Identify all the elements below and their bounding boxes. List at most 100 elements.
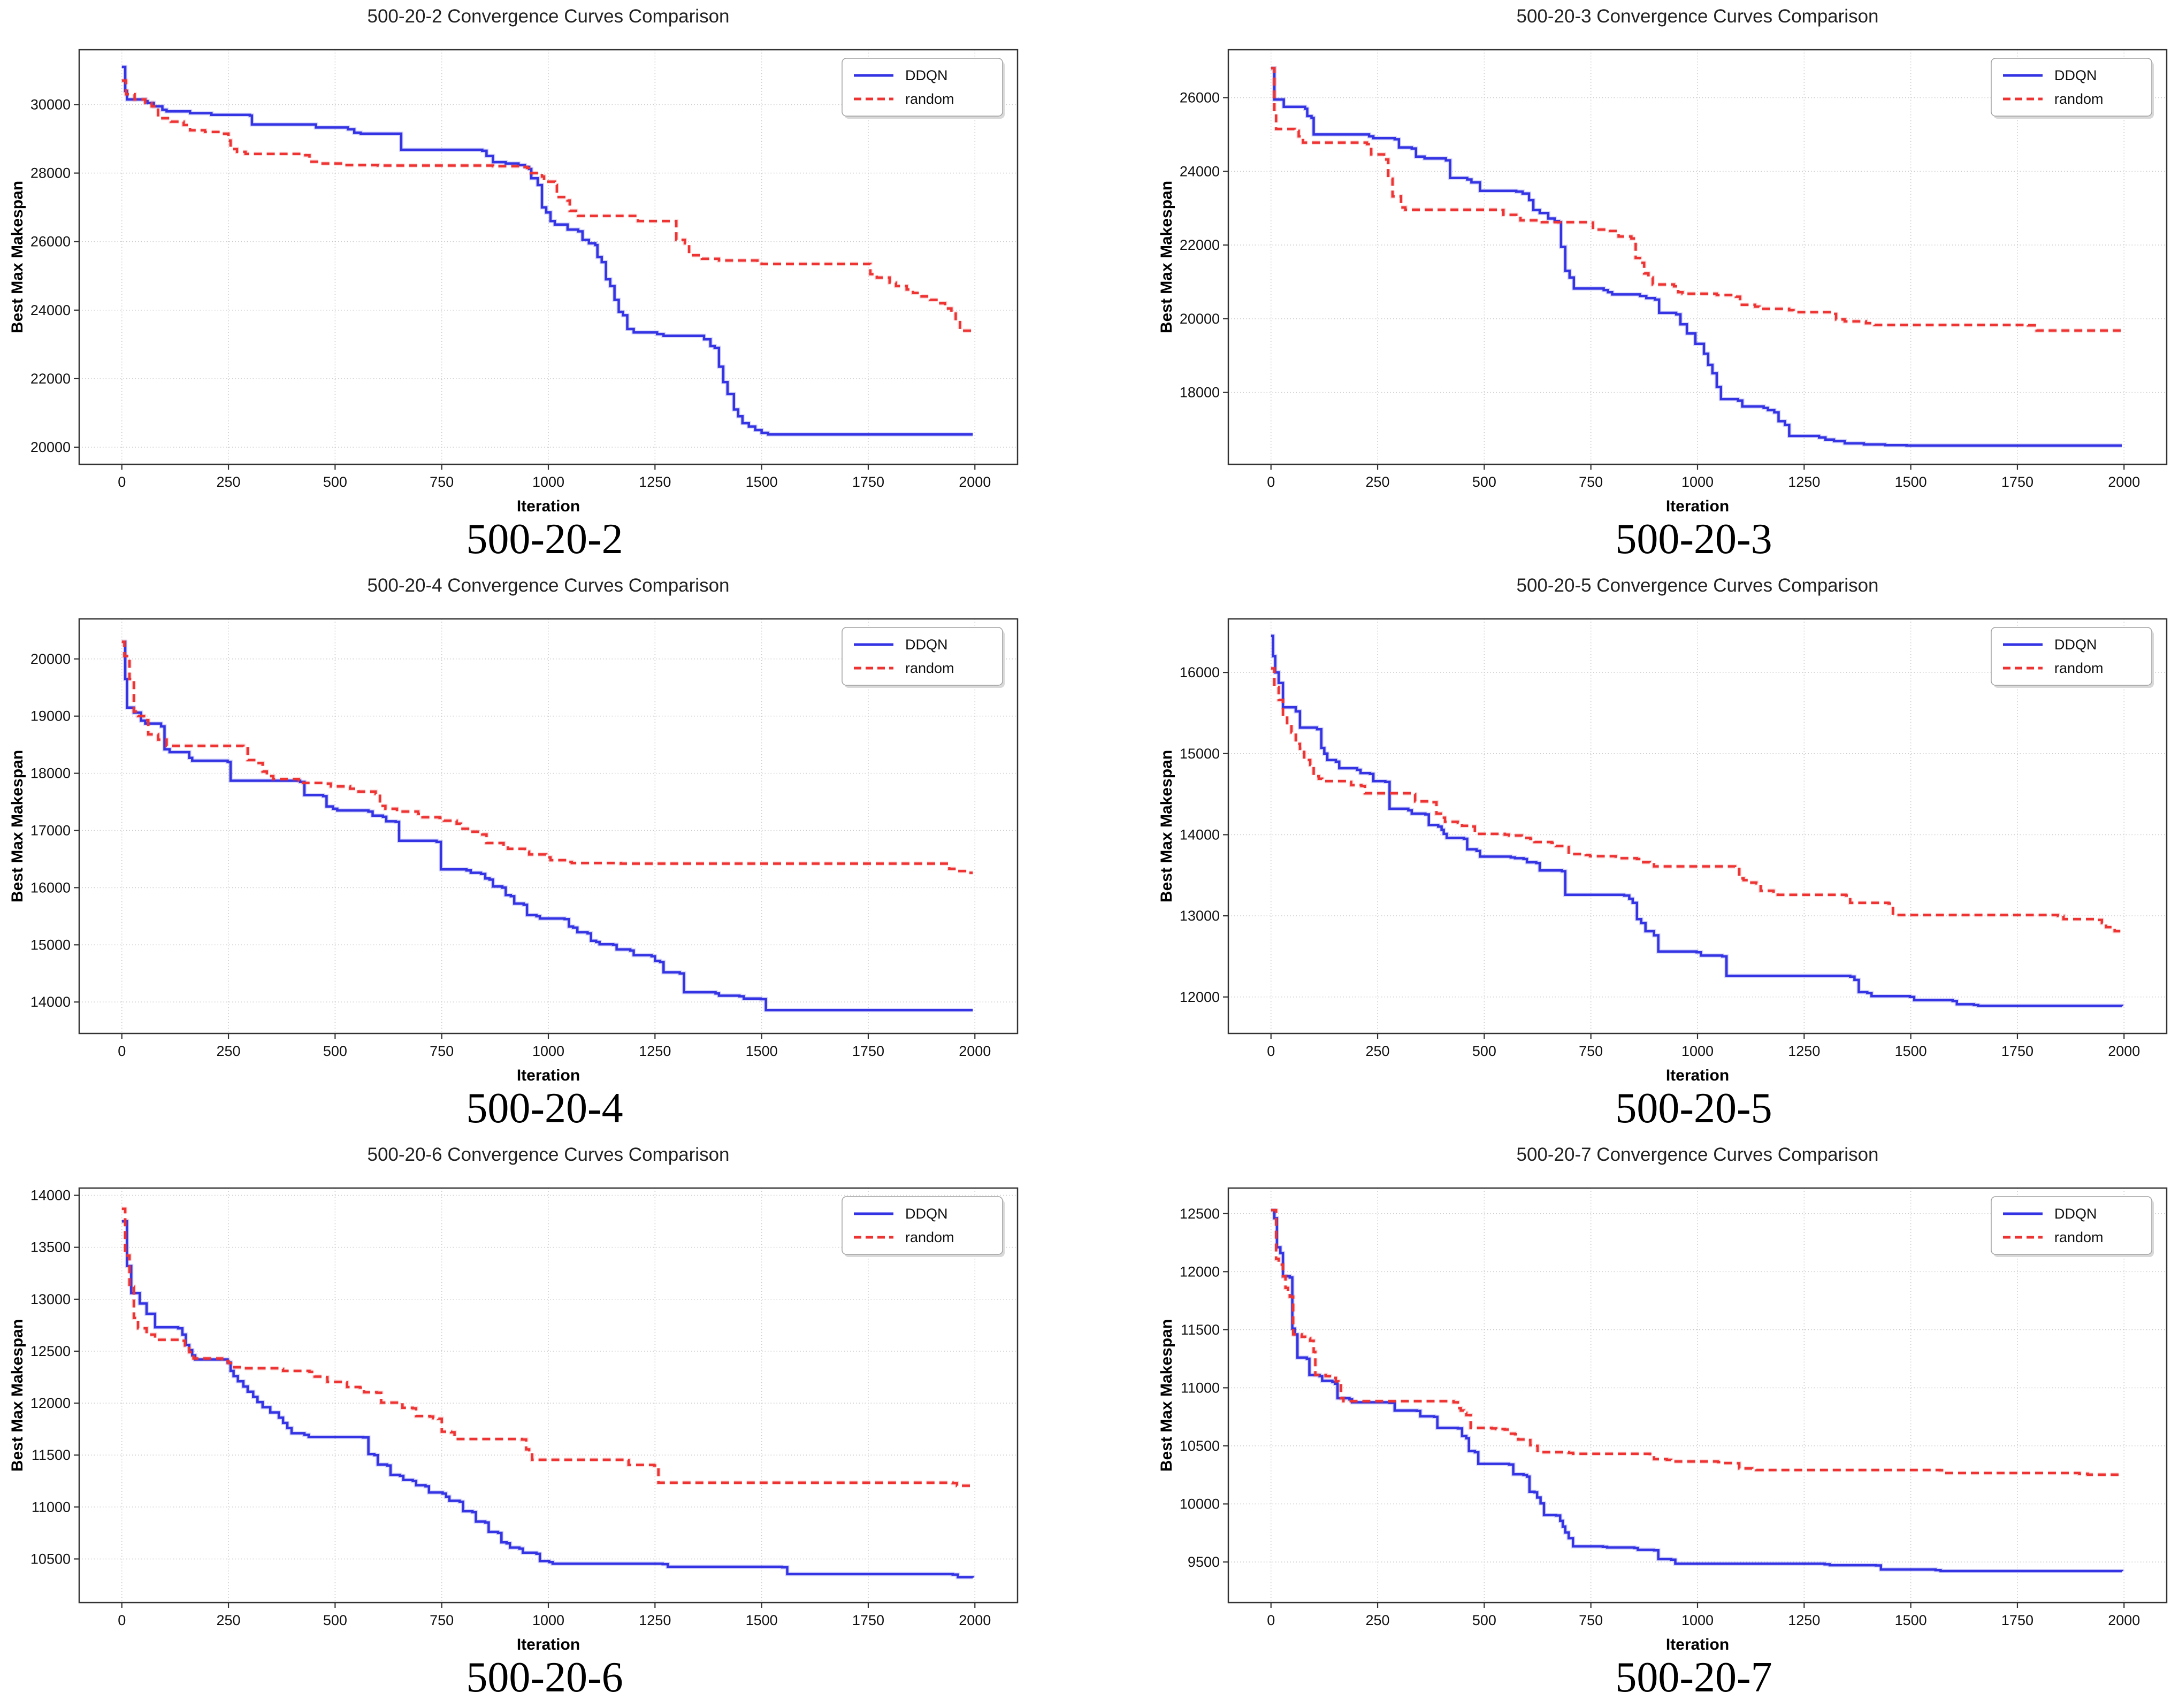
x-tick-label: 1000 — [532, 1043, 564, 1059]
convergence-chart-500-20-2: 0 250 500 750 1000 1250 1500 1750 2000 20000 22000… — [9, 6, 1019, 512]
series-halo-ddqn — [121, 1219, 975, 1580]
x-tick-label: 1000 — [1681, 474, 1714, 490]
y-tick-label: 22000 — [30, 371, 71, 387]
y-tick-label: 22000 — [1180, 237, 1220, 253]
legend-label-random: random — [2054, 660, 2104, 676]
series-halo-ddqn — [121, 65, 973, 437]
x-tick-label: 500 — [1472, 1612, 1496, 1628]
figure-500-20-5: 0 250 500 750 1000 1250 1500 1750 2000 12000 13000… — [1089, 569, 2179, 1138]
y-tick-label: 12500 — [30, 1343, 71, 1359]
y-axis-label: Best Max Makespan — [1158, 181, 1175, 333]
x-tick-label: 750 — [430, 1612, 454, 1628]
legend-label-ddqn: DDQN — [2054, 637, 2097, 653]
x-tick-label: 1500 — [746, 1043, 778, 1059]
y-tick-label: 15000 — [1180, 746, 1220, 762]
legend-label-ddqn: DDQN — [2054, 67, 2097, 83]
x-tick-label: 0 — [118, 1612, 126, 1628]
convergence-chart-500-20-6: 0 250 500 750 1000 1250 1500 1750 2000 10500 11000… — [9, 1144, 1019, 1651]
x-tick-label: 1000 — [1681, 1043, 1714, 1059]
y-tick-label: 11500 — [32, 1447, 71, 1463]
x-axis-label: Iteration — [1666, 497, 1729, 512]
y-tick-label: 12500 — [1180, 1206, 1220, 1222]
x-tick-label: 1250 — [1788, 1612, 1820, 1628]
y-tick-label: 17000 — [30, 823, 71, 839]
series-line-ddqn — [121, 640, 973, 1012]
figure-500-20-7: 0 250 500 750 1000 1250 1500 1750 2000 9500 10000 1… — [1089, 1138, 2179, 1707]
x-tick-label: 250 — [1366, 1043, 1390, 1059]
y-tick-label: 12000 — [1180, 989, 1220, 1005]
x-tick-label: 1750 — [852, 474, 884, 490]
x-tick-label: 2000 — [2108, 1612, 2140, 1628]
series-line-random — [1271, 67, 2123, 332]
x-tick-label: 0 — [1267, 1043, 1275, 1059]
chart-title: 500-20-5 Convergence Curves Comparison — [1516, 575, 1878, 596]
y-tick-label: 10500 — [30, 1551, 71, 1567]
series-line-ddqn — [1271, 67, 2122, 447]
x-tick-label: 1500 — [1895, 474, 1927, 490]
y-tick-label: 19000 — [30, 708, 71, 724]
y-tick-label: 16000 — [1180, 664, 1220, 680]
y-tick-label: 24000 — [1180, 163, 1220, 179]
y-axis-label: Best Max Makespan — [9, 181, 26, 333]
y-tick-label: 10000 — [1180, 1496, 1220, 1512]
y-tick-label: 18000 — [1180, 385, 1220, 401]
x-tick-label: 500 — [323, 1612, 347, 1628]
series-line-random — [121, 79, 973, 332]
x-tick-label: 1000 — [532, 1612, 564, 1628]
x-tick-label: 1250 — [1788, 1043, 1820, 1059]
x-tick-label: 750 — [430, 1043, 454, 1059]
x-tick-label: 750 — [430, 474, 454, 490]
y-axis-label: Best Max Makespan — [9, 1319, 26, 1472]
legend-label-ddqn: DDQN — [905, 637, 948, 653]
y-tick-label: 13000 — [30, 1291, 71, 1307]
y-tick-label: 20000 — [30, 439, 71, 455]
y-tick-label: 28000 — [30, 165, 71, 181]
series-halo-random — [1271, 666, 2124, 933]
figure-caption: 500-20-2 — [466, 515, 623, 563]
y-tick-label: 9500 — [1188, 1554, 1220, 1570]
legend-label-random: random — [2054, 1229, 2104, 1245]
x-tick-label: 750 — [1579, 1043, 1603, 1059]
convergence-chart-500-20-4: 0 250 500 750 1000 1250 1500 1750 2000 14000 15000… — [9, 575, 1019, 1082]
x-tick-label: 1500 — [746, 1612, 778, 1628]
x-tick-label: 750 — [1579, 474, 1603, 490]
x-tick-label: 2000 — [959, 474, 991, 490]
legend-box — [842, 627, 1003, 686]
legend-label-ddqn: DDQN — [905, 1206, 948, 1222]
legend-label-random: random — [2054, 91, 2104, 107]
convergence-chart-500-20-5: 0 250 500 750 1000 1250 1500 1750 2000 12000 13000… — [1158, 575, 2168, 1082]
x-tick-label: 1750 — [2001, 1043, 2033, 1059]
x-tick-label: 250 — [1366, 1612, 1390, 1628]
x-tick-label: 1500 — [1895, 1043, 1927, 1059]
x-tick-label: 0 — [1267, 474, 1275, 490]
x-tick-label: 1750 — [2001, 474, 2033, 490]
series-line-ddqn — [1271, 1208, 2123, 1573]
series-halo-ddqn — [121, 639, 973, 1013]
figure-500-20-6: 0 250 500 750 1000 1250 1500 1750 2000 10500 11000… — [0, 1138, 1089, 1707]
x-tick-label: 1000 — [1681, 1612, 1714, 1628]
y-tick-label: 20000 — [1180, 311, 1220, 327]
x-tick-label: 1250 — [639, 474, 671, 490]
series-line-ddqn — [1271, 634, 2123, 1007]
series-halo-ddqn — [1271, 1208, 2124, 1573]
x-axis-label: Iteration — [517, 497, 580, 512]
y-tick-label: 13000 — [1180, 908, 1220, 924]
legend-label-random: random — [905, 1229, 954, 1245]
x-tick-label: 0 — [118, 1043, 126, 1059]
figure-caption: 500-20-4 — [466, 1084, 623, 1132]
series-line-ddqn — [121, 65, 973, 436]
figure-caption: 500-20-5 — [1615, 1084, 1772, 1132]
x-axis-label: Iteration — [517, 1636, 580, 1651]
x-tick-label: 250 — [217, 474, 241, 490]
x-tick-label: 1750 — [2001, 1612, 2033, 1628]
x-tick-label: 2000 — [959, 1043, 991, 1059]
x-tick-label: 2000 — [2108, 474, 2140, 490]
series-line-random — [121, 640, 973, 874]
y-tick-label: 11000 — [1181, 1380, 1220, 1396]
x-tick-label: 0 — [118, 474, 126, 490]
convergence-chart-500-20-7: 0 250 500 750 1000 1250 1500 1750 2000 9500 10000 1… — [1158, 1144, 2168, 1651]
x-tick-label: 500 — [323, 474, 347, 490]
legend-box — [842, 1196, 1003, 1255]
x-tick-label: 1250 — [639, 1612, 671, 1628]
figure-500-20-3: 0 250 500 750 1000 1250 1500 1750 2000 18000 20000… — [1089, 0, 2179, 569]
